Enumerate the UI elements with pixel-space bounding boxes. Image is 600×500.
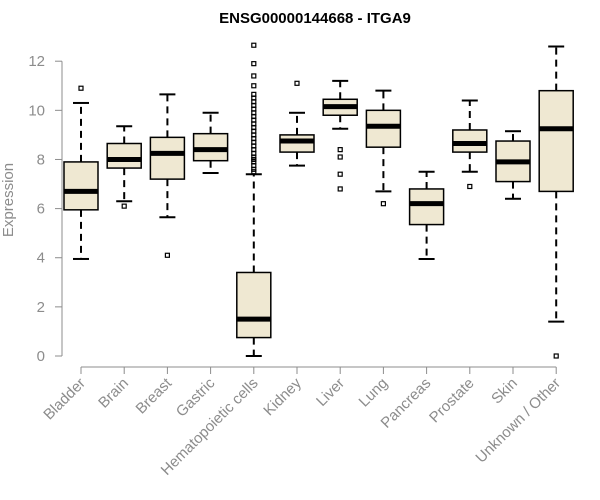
box-liver xyxy=(322,79,358,192)
x-tick-label: Bladder xyxy=(40,375,89,424)
y-axis-title: Expression xyxy=(0,163,17,237)
y-tick-label: 2 xyxy=(37,299,45,316)
x-tick-label: Liver xyxy=(313,375,348,410)
y-tick-label: 10 xyxy=(28,102,45,119)
box-iqr xyxy=(408,188,445,226)
chart-title: ENSG00000144668 - ITGA9 xyxy=(219,10,411,27)
box-hematopoietic-cells xyxy=(236,42,272,357)
outlier-point xyxy=(251,73,257,79)
outlier-point xyxy=(337,171,343,177)
box-lung xyxy=(365,89,402,207)
outlier-point xyxy=(251,83,257,89)
box-iqr xyxy=(538,89,574,193)
box-pancreas xyxy=(408,170,445,260)
outlier-point xyxy=(337,147,343,153)
box-iqr xyxy=(149,136,186,180)
outlier-point xyxy=(251,91,257,97)
x-tick-label: Kidney xyxy=(260,374,305,419)
box-bladder xyxy=(63,85,99,260)
box-prostate xyxy=(452,99,488,190)
box-brain xyxy=(106,125,142,209)
outlier-point xyxy=(78,85,84,91)
box-unknown-other xyxy=(538,45,574,359)
x-tick-label: Breast xyxy=(133,374,176,417)
box-iqr xyxy=(236,271,272,339)
outlier-point xyxy=(294,80,300,86)
box-iqr xyxy=(63,161,99,211)
box-breast xyxy=(149,93,186,258)
outlier-point xyxy=(251,61,257,67)
plot-area xyxy=(63,42,574,359)
outlier-point xyxy=(467,183,473,190)
outlier-point xyxy=(380,201,386,207)
x-tick-label: Skin xyxy=(488,375,521,408)
y-tick-label: 6 xyxy=(37,201,45,218)
box-iqr xyxy=(106,142,142,169)
y-axis: 0 2 4 6 8 10 12 xyxy=(28,53,63,365)
y-tick-label: 4 xyxy=(37,250,45,267)
outlier-point xyxy=(553,353,559,359)
box-kidney xyxy=(279,80,315,167)
x-tick-label: Brain xyxy=(95,375,132,412)
outlier-point xyxy=(251,42,257,48)
outlier-point xyxy=(337,186,343,192)
box-gastric xyxy=(192,111,229,174)
y-tick-label: 0 xyxy=(37,348,45,365)
y-tick-label: 12 xyxy=(28,53,45,70)
x-tick-label: Lung xyxy=(356,375,392,411)
outlier-point xyxy=(337,154,343,160)
y-tick-label: 8 xyxy=(37,151,45,168)
outlier-point xyxy=(164,252,170,258)
outlier-point xyxy=(121,203,127,209)
x-tick-label: Prostate xyxy=(426,375,478,427)
box-skin xyxy=(495,130,531,200)
